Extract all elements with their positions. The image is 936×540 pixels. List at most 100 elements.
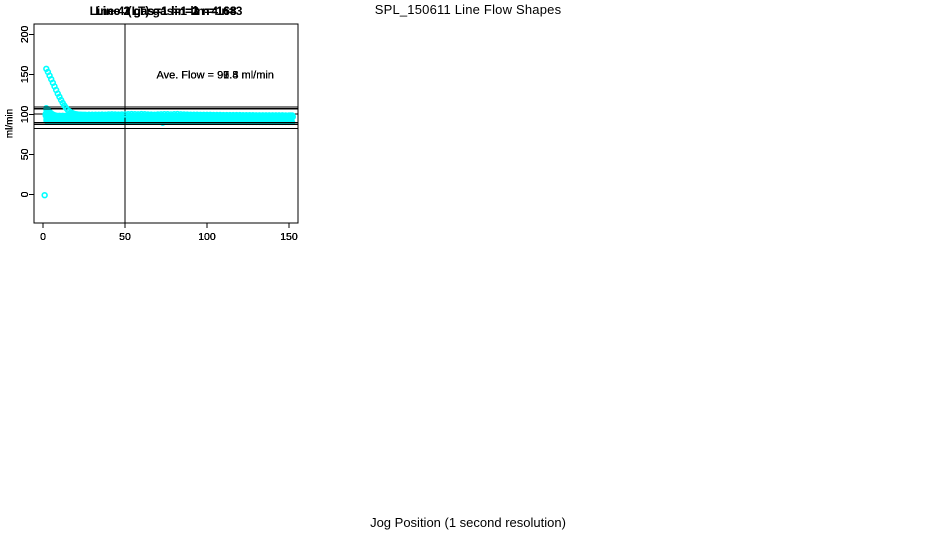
data-point: [269, 112, 276, 119]
y-axis-label: ml/min: [5, 109, 16, 138]
data-point: [230, 111, 237, 119]
panel-title: Line 2 gas=1 lin=2 n=168: [95, 4, 236, 18]
y-tick-label: 200: [19, 25, 31, 43]
data-point: [92, 111, 99, 118]
data-point: [289, 112, 296, 119]
y-tick-label: 100: [19, 105, 31, 123]
data-point: [239, 111, 247, 119]
data-point: [220, 111, 227, 119]
data-point: [190, 111, 198, 118]
data-point: [131, 110, 139, 118]
data-point: [89, 111, 96, 118]
data-point: [207, 111, 214, 119]
y-tick-label: 200: [19, 25, 31, 43]
y-tick-label: 100: [19, 105, 31, 123]
y-tick-label: 0: [19, 191, 31, 197]
data-point: [252, 112, 260, 119]
data-point: [174, 110, 181, 118]
x-tick-label: 50: [119, 231, 131, 243]
panel-title: Line 3 gas=1 lin=3 n=168: [95, 4, 236, 18]
data-point: [125, 111, 132, 118]
annotation-ave-flow: Ave. Flow = 91.3 ml/min: [156, 69, 273, 81]
y-axis-label: ml/min: [5, 109, 16, 138]
y-tick-label: 200: [19, 25, 31, 43]
data-point: [216, 111, 224, 119]
data-point: [82, 111, 89, 119]
data-point: [236, 111, 243, 119]
y-tick-label: 150: [19, 65, 31, 83]
data-point: [210, 111, 217, 119]
data-point: [154, 111, 162, 118]
data-point: [118, 111, 125, 118]
data-point: [233, 111, 240, 119]
data-point: [41, 192, 48, 199]
y-axis-label: ml/min: [5, 109, 16, 138]
y-tick-label: 0: [19, 191, 31, 197]
data-point: [151, 111, 158, 118]
x-tick-label: 0: [40, 231, 46, 243]
y-tick-label: 50: [19, 148, 31, 160]
y-tick-label: 0: [19, 191, 31, 197]
data-point: [246, 111, 253, 119]
data-point: [213, 111, 221, 119]
panel-title: Line 1 gas=1 lin=1 n=168: [95, 4, 236, 18]
x-tick-label: 100: [198, 231, 216, 243]
data-point: [249, 111, 257, 119]
data-point: [161, 110, 168, 118]
data-point: [111, 111, 119, 118]
data-point: [121, 111, 129, 118]
x-tick-label: 0: [40, 231, 46, 243]
subplot-line-4: Line 4 (LT) gas=1 lin=4 n=3 0 50 100 150 0 50 1…: [0, 0, 312, 252]
data-point: [141, 111, 148, 118]
page-title: SPL_150611 Line Flow Shapes: [374, 2, 562, 17]
x-tick-label: 150: [280, 231, 298, 243]
data-point: [275, 112, 283, 119]
x-tick-label: 50: [119, 231, 131, 243]
y-tick-label: 150: [19, 65, 31, 83]
x-tick-label: 150: [280, 231, 298, 243]
y-tick-label: 50: [19, 148, 31, 160]
data-point: [148, 111, 155, 118]
y-tick-label: 0: [19, 191, 31, 197]
data-point: [115, 111, 122, 118]
x-tick-label: 150: [280, 231, 298, 243]
data-point: [95, 111, 102, 118]
data-point: [170, 111, 178, 118]
data-point: [259, 112, 266, 119]
line-4-plot: Line 4 (LT) gas=1 lin=4 n=3 0 50 100 150 0 50 1…: [5, 4, 299, 243]
x-tick-label: 0: [40, 231, 46, 243]
y-tick-label: 100: [19, 105, 31, 123]
data-point: [134, 111, 142, 118]
data-point: [138, 110, 145, 118]
data-point: [203, 111, 211, 119]
data-point: [226, 111, 234, 119]
x-tick-label: 100: [198, 231, 216, 243]
data-point: [144, 111, 152, 118]
data-point: [243, 111, 250, 119]
x-axis-title: Jog Position (1 second resolution): [370, 515, 566, 530]
panel-title: Line 4 (LT) gas=1 lin=4 n=3: [90, 4, 243, 18]
data-point: [98, 111, 106, 118]
y-axis-label: ml/min: [5, 109, 16, 138]
data-point: [164, 111, 171, 118]
data-point: [128, 110, 135, 118]
x-tick-label: 50: [119, 231, 131, 243]
plot-box: [33, 23, 299, 224]
y-tick-label: 150: [19, 65, 31, 83]
data-point: [167, 111, 175, 118]
data-point: [105, 111, 112, 118]
data-point: [223, 111, 230, 119]
data-point: [200, 111, 207, 119]
data-point: [102, 111, 109, 118]
annotation-ave-flow: Ave. Flow = 99.5 ml/min: [156, 69, 273, 81]
x-tick-label: 100: [198, 231, 216, 243]
x-tick-label: 100: [198, 231, 216, 243]
data-point: [193, 111, 201, 118]
annotation-ave-flow: Ave. Flow = 96.8 ml/min: [156, 69, 273, 81]
data-point: [279, 112, 286, 119]
x-tick-label: 0: [40, 231, 46, 243]
x-tick-label: 50: [119, 231, 131, 243]
annotation-ave-flow: Ave. Flow = 97.4 ml/min: [156, 69, 273, 81]
data-point: [187, 111, 194, 118]
